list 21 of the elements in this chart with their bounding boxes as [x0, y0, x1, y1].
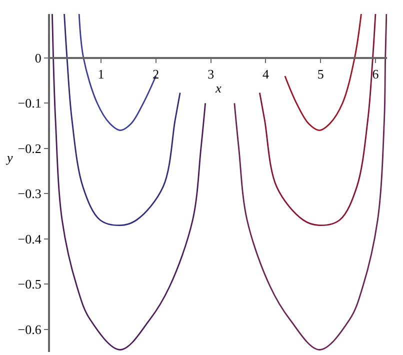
x-tick-label: 1: [98, 66, 104, 82]
x-tick-label: 4: [262, 66, 270, 82]
line-series: [52, 14, 206, 350]
line-series: [78, 14, 157, 131]
x-tick-label: 3: [208, 66, 214, 82]
line-series: [234, 14, 387, 350]
y-tick-label: −0.1: [18, 96, 42, 111]
line-series: [64, 14, 181, 226]
x-tick-label: 6: [372, 66, 380, 82]
y-axis-title: y: [5, 150, 13, 165]
line-series: [284, 14, 362, 131]
y-tick-label: −0.3: [18, 186, 42, 202]
y-tick-label: −0.5: [18, 276, 42, 292]
y-tick-label: −0.6: [18, 322, 42, 337]
x-tick-label: 2: [152, 66, 160, 82]
x-axis-title: x: [214, 80, 222, 96]
line-series: [258, 14, 376, 226]
y-tick-label: −0.2: [18, 140, 42, 156]
y-tick-label: −0.4: [18, 231, 42, 246]
x-tick-label: 5: [317, 66, 324, 82]
y-tick-label: 0: [34, 50, 42, 66]
